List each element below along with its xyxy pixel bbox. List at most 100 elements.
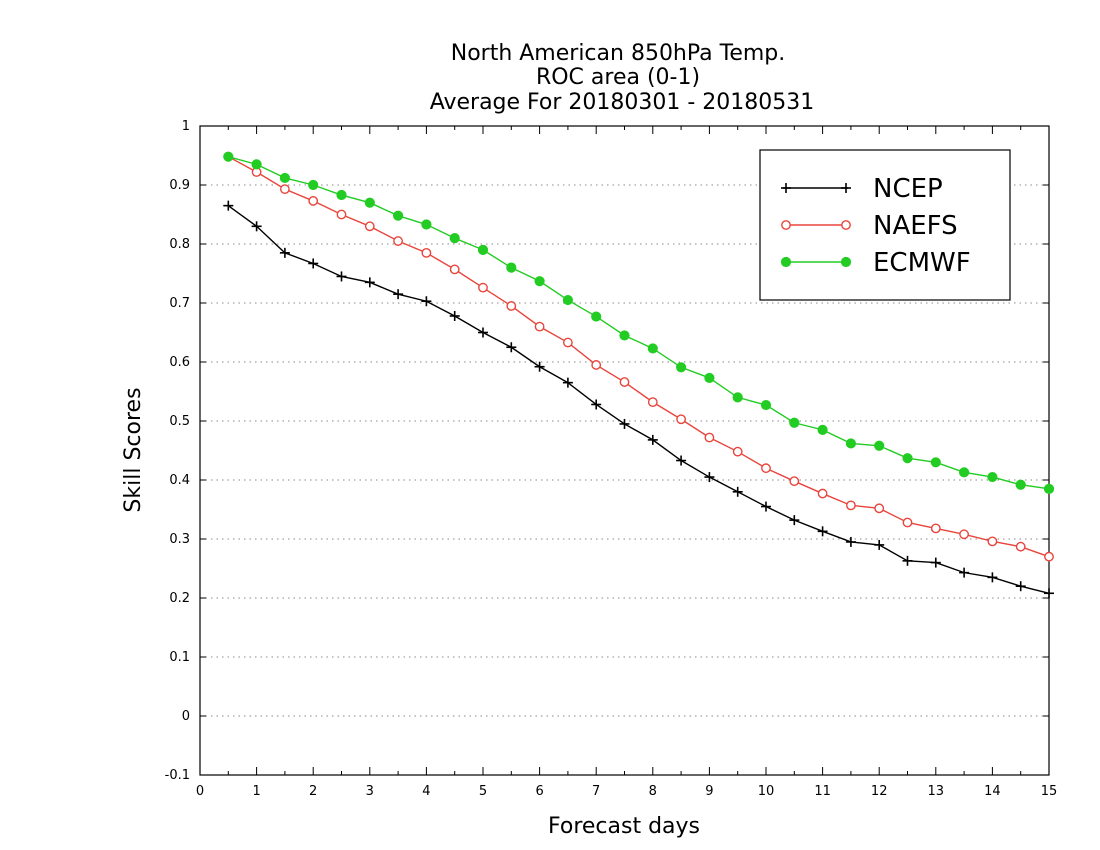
y-tick-label: 1 <box>182 119 190 134</box>
data-point-ncep <box>308 258 319 269</box>
x-axis-label: Forecast days <box>548 814 700 839</box>
x-tick-label: 14 <box>984 784 1001 799</box>
data-point-ncep <box>223 200 234 211</box>
data-point-ncep <box>874 539 885 550</box>
data-point-ncep <box>676 455 687 466</box>
data-point-naefs <box>279 184 290 195</box>
data-point-ncep <box>393 289 404 300</box>
data-point-naefs <box>1044 551 1054 562</box>
y-tick-label: 0.7 <box>169 296 190 311</box>
x-tick-label: 10 <box>758 784 775 799</box>
data-point-ncep <box>789 515 800 526</box>
data-point-ncep <box>449 310 460 321</box>
data-point-naefs <box>987 536 998 547</box>
y-tick-label: 0.4 <box>169 473 190 488</box>
legend: NCEP NAEFS ECMWF <box>759 149 1011 301</box>
data-point-ecmwf <box>959 467 970 478</box>
data-point-ecmwf <box>421 219 432 230</box>
data-point-ncep <box>761 501 771 512</box>
series-ecmwf <box>223 151 1055 494</box>
data-point-naefs <box>506 301 517 311</box>
data-point-ncep <box>506 342 517 353</box>
data-point-ncep <box>591 399 602 410</box>
data-point-naefs <box>930 523 941 534</box>
data-point-ecmwf <box>477 244 489 255</box>
y-tick-label: 0.6 <box>169 355 190 370</box>
legend-label: NAEFS <box>873 211 958 241</box>
data-point-naefs <box>846 500 856 511</box>
data-point-ecmwf <box>308 179 319 191</box>
legend-marker <box>841 220 851 230</box>
data-point-ecmwf <box>506 262 517 273</box>
data-point-ecmwf <box>591 311 602 322</box>
data-point-ncep <box>534 361 545 372</box>
data-point-ecmwf <box>732 392 743 403</box>
legend-marker <box>780 256 792 268</box>
x-tick-label: 6 <box>535 784 543 799</box>
x-tick-label: 13 <box>928 784 945 799</box>
chart-title-line-3: Average For 20180301 - 20180531 <box>430 90 815 115</box>
y-tick-label: 0.9 <box>169 178 190 193</box>
legend-marker <box>840 256 852 268</box>
legend-entry-ecmwf: ECMWF <box>780 248 971 278</box>
x-tick-label: 8 <box>649 784 657 799</box>
data-point-ecmwf <box>817 424 828 435</box>
data-point-naefs <box>817 488 828 499</box>
data-point-ncep <box>478 327 488 338</box>
legend-marker <box>781 183 791 193</box>
data-point-naefs <box>761 463 771 474</box>
data-point-ncep <box>336 271 347 282</box>
chart-title-line-1: North American 850hPa Temp. <box>451 41 786 66</box>
data-point-naefs <box>478 282 488 293</box>
data-point-ecmwf <box>279 172 290 184</box>
data-point-ncep <box>251 221 262 232</box>
data-point-ecmwf <box>676 362 687 373</box>
data-point-ecmwf <box>393 210 404 221</box>
data-point-naefs <box>563 337 573 348</box>
data-point-naefs <box>704 432 715 443</box>
data-point-ncep <box>930 557 941 568</box>
data-point-naefs <box>364 221 375 232</box>
legend-marker <box>781 220 791 230</box>
x-tick-label: 3 <box>366 784 374 799</box>
data-point-ecmwf <box>987 471 998 483</box>
data-point-ecmwf <box>704 372 715 384</box>
data-point-naefs <box>789 476 800 487</box>
data-point-naefs <box>1015 541 1026 552</box>
data-point-ncep <box>959 567 970 578</box>
data-point-ncep <box>1015 581 1026 592</box>
x-tick-label: 0 <box>196 784 204 799</box>
series-layer <box>223 151 1055 599</box>
data-point-naefs <box>959 529 969 540</box>
data-point-naefs <box>902 517 913 528</box>
data-point-naefs <box>449 264 460 275</box>
data-point-ncep <box>732 486 743 497</box>
data-point-ecmwf <box>449 233 460 244</box>
axis-ticks: -0.100.10.20.30.40.50.60.70.80.910 1 2 3 4 5 6… <box>165 119 1058 799</box>
data-point-ecmwf <box>223 151 234 162</box>
x-tick-label: 11 <box>814 784 831 799</box>
data-point-ncep <box>619 418 630 429</box>
data-point-ecmwf <box>845 438 857 449</box>
legend-entry-naefs: NAEFS <box>781 211 958 241</box>
data-point-ecmwf <box>336 189 347 201</box>
data-point-ecmwf <box>1015 479 1026 490</box>
data-point-ecmwf <box>562 294 574 306</box>
data-point-ecmwf <box>534 276 545 287</box>
data-point-ncep <box>704 472 715 483</box>
data-point-ecmwf <box>789 417 800 428</box>
y-tick-label: 0.5 <box>169 414 190 429</box>
y-tick-label: 0.8 <box>169 237 190 252</box>
data-point-ecmwf <box>760 399 772 411</box>
data-point-naefs <box>421 247 432 258</box>
y-tick-label: 0.2 <box>169 591 190 606</box>
data-point-ncep <box>364 277 375 288</box>
x-tick-label: 9 <box>705 784 713 799</box>
data-point-naefs <box>619 377 630 387</box>
x-tick-label: 2 <box>309 784 317 799</box>
data-point-ecmwf <box>1043 483 1055 494</box>
series-ncep <box>223 200 1054 599</box>
data-point-naefs <box>732 446 743 457</box>
x-tick-label: 1 <box>252 784 260 799</box>
